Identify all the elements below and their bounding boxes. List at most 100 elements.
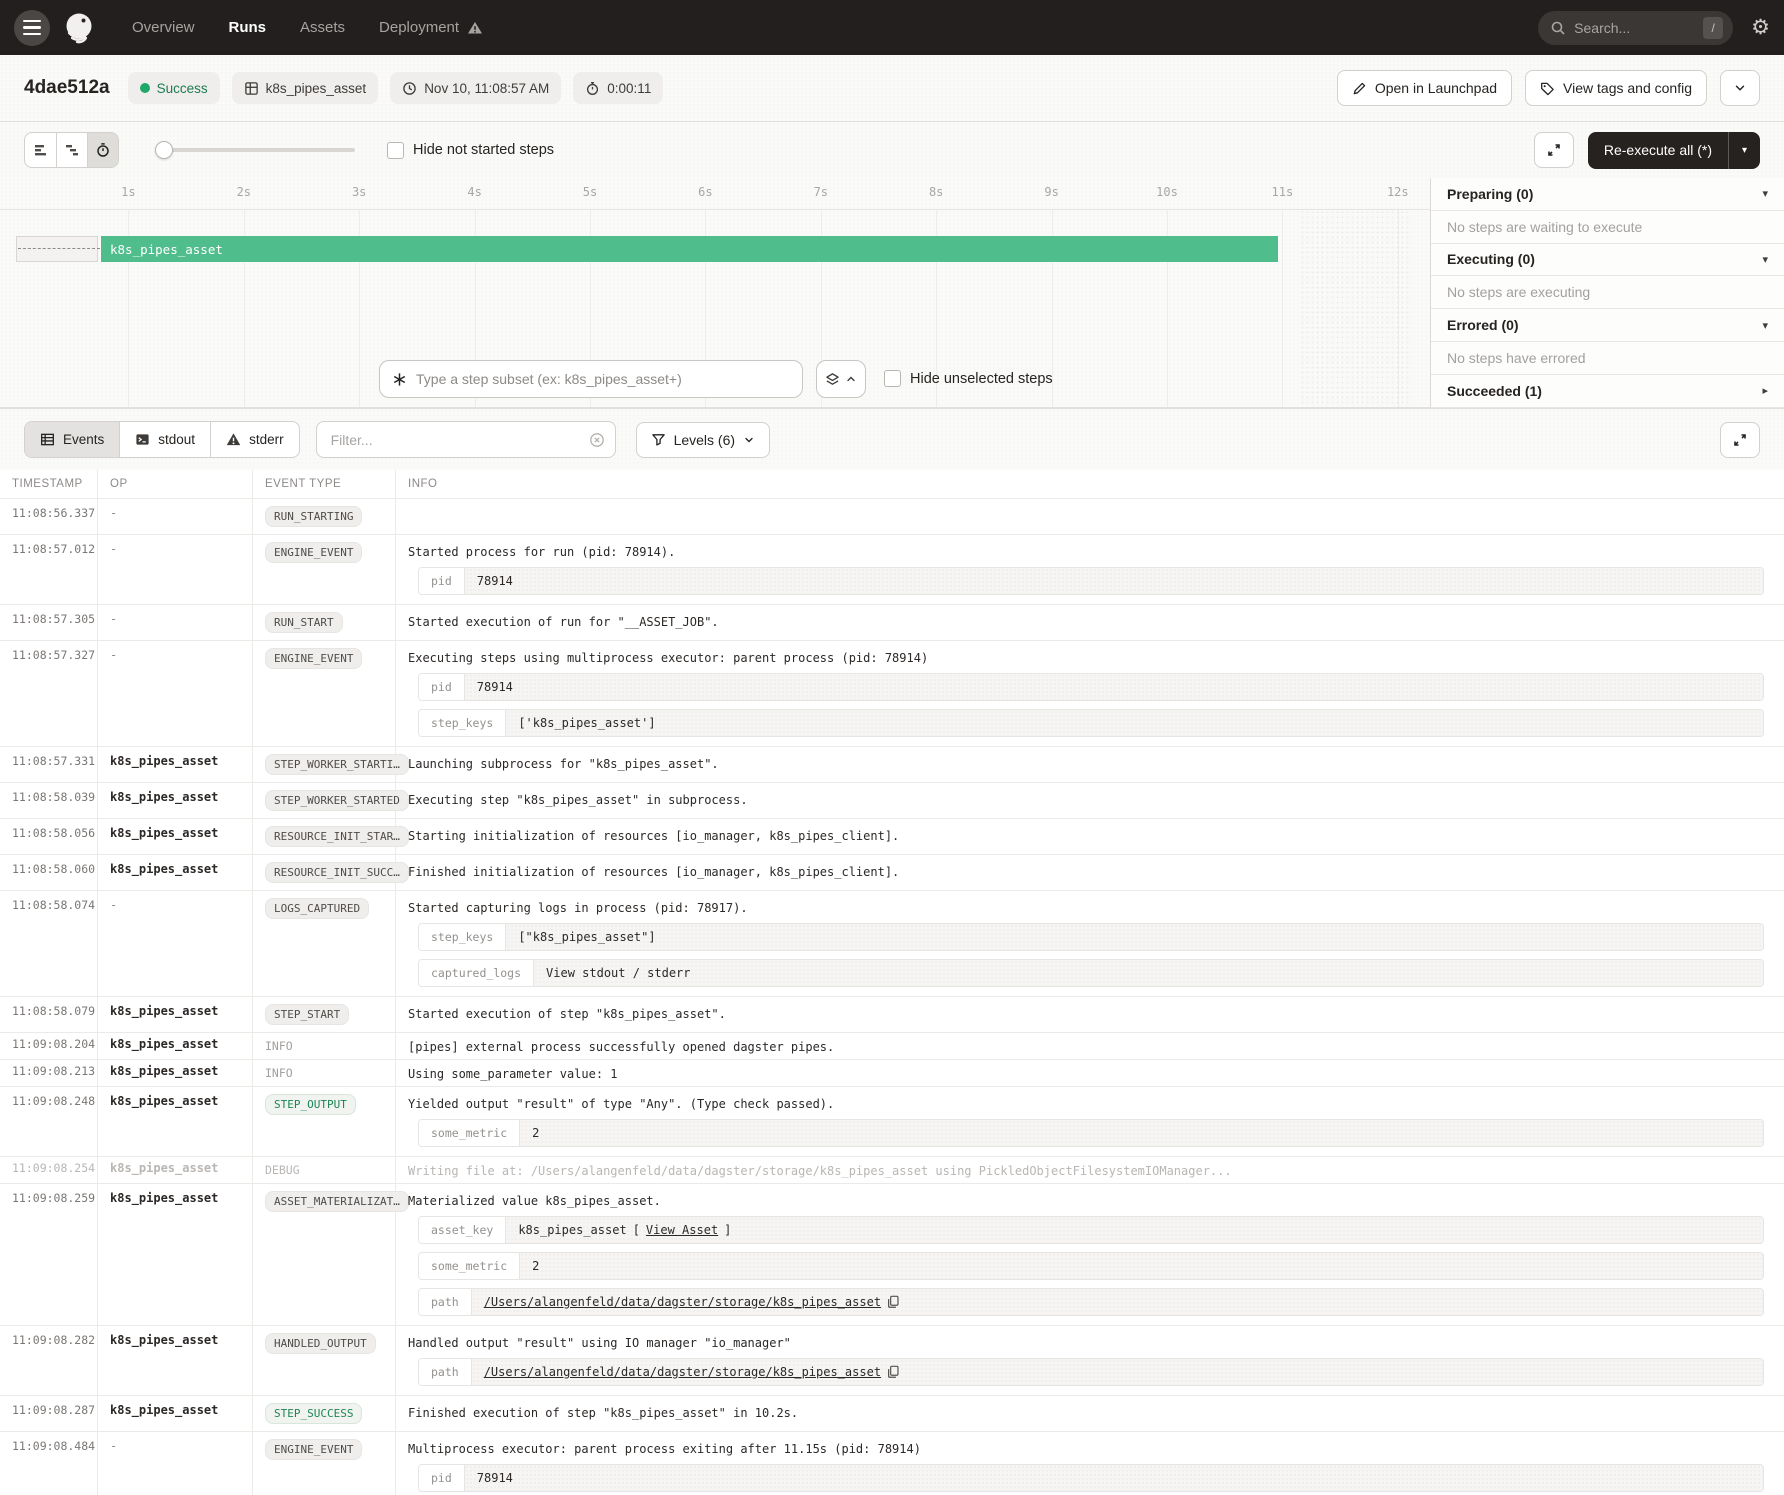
log-fullscreen-button[interactable] bbox=[1720, 421, 1760, 458]
menu-icon[interactable] bbox=[14, 9, 50, 46]
funnel-icon bbox=[651, 434, 665, 446]
log-event-type: INFO bbox=[253, 1033, 396, 1059]
event-type-badge: ENGINE_EVENT bbox=[265, 1439, 363, 1460]
nav-item-overview[interactable]: Overview bbox=[132, 19, 195, 36]
log-row[interactable]: 11:08:58.056 k8s_pipes_asset RESOURCE_IN… bbox=[0, 819, 1784, 855]
gantt-flat-view-icon[interactable] bbox=[25, 133, 56, 167]
log-row[interactable]: 11:09:08.484 - ENGINE_EVENT Multiprocess… bbox=[0, 1432, 1784, 1495]
log-row[interactable]: 11:08:58.060 k8s_pipes_asset RESOURCE_IN… bbox=[0, 855, 1784, 891]
log-row[interactable]: 11:08:57.327 - ENGINE_EVENT Executing st… bbox=[0, 641, 1784, 747]
gantt-step-bar[interactable]: k8s_pipes_asset bbox=[101, 236, 1278, 262]
run-header-more-button[interactable] bbox=[1720, 70, 1760, 106]
checkbox-icon[interactable] bbox=[884, 370, 901, 387]
metadata-entry: step_keys ["k8s_pipes_asset"] bbox=[418, 923, 1764, 951]
log-row[interactable]: 11:08:57.305 - RUN_START Started executi… bbox=[0, 605, 1784, 641]
log-row[interactable]: 11:08:56.337 - RUN_STARTING bbox=[0, 499, 1784, 535]
step-subset-inputwrap bbox=[379, 360, 803, 398]
gantt-zoom-slider[interactable] bbox=[155, 141, 355, 159]
levels-filter-button[interactable]: Levels (6) bbox=[635, 421, 771, 458]
dagster-logo-icon[interactable] bbox=[60, 9, 98, 47]
step-subset-input[interactable] bbox=[416, 371, 790, 387]
clear-filter-icon[interactable] bbox=[589, 432, 605, 448]
log-row[interactable]: 11:09:08.254 k8s_pipes_asset DEBUG Writi… bbox=[0, 1157, 1784, 1184]
metadata-key: path bbox=[419, 1359, 472, 1385]
panel-section-header-2[interactable]: Errored (0) ▾ bbox=[1431, 309, 1784, 342]
warning-icon bbox=[468, 21, 483, 33]
log-event-type: RESOURCE_INIT_SUCC… bbox=[253, 855, 409, 890]
log-info: Materialized value k8s_pipes_asset. asset… bbox=[396, 1184, 1784, 1325]
gantt-timed-view-icon[interactable] bbox=[87, 133, 118, 167]
log-info: [pipes] external process successfully op… bbox=[396, 1033, 1784, 1059]
metadata-link[interactable]: /Users/alangenfeld/data/dagster/storage/… bbox=[483, 1365, 882, 1379]
metadata-link[interactable]: /Users/alangenfeld/data/dagster/storage/… bbox=[483, 1295, 882, 1309]
hide-not-started-checkbox[interactable]: Hide not started steps bbox=[387, 141, 554, 159]
log-row[interactable]: 11:08:58.039 k8s_pipes_asset STEP_WORKER… bbox=[0, 783, 1784, 819]
tab-stdout[interactable]: stdout bbox=[119, 422, 210, 457]
metadata-key: pid bbox=[419, 568, 465, 594]
gear-icon[interactable]: ⚙ bbox=[1751, 16, 1770, 39]
log-timestamp: 11:08:58.074 bbox=[0, 891, 98, 996]
gantt-fullscreen-button[interactable] bbox=[1533, 132, 1574, 168]
metadata-key: some_metric bbox=[419, 1253, 521, 1279]
col-op: OP bbox=[98, 470, 253, 498]
log-timestamp: 11:08:58.079 bbox=[0, 997, 98, 1032]
reexecute-all-label[interactable]: Re-execute all (*) bbox=[1603, 142, 1712, 158]
log-timestamp: 11:08:57.327 bbox=[0, 641, 98, 746]
log-row[interactable]: 11:09:08.213 k8s_pipes_asset INFO Using … bbox=[0, 1060, 1784, 1087]
job-grid-icon bbox=[244, 81, 258, 95]
log-row[interactable]: 11:09:08.259 k8s_pipes_asset ASSET_MATER… bbox=[0, 1184, 1784, 1326]
open-launchpad-button[interactable]: Open in Launchpad bbox=[1336, 70, 1513, 106]
log-info: Launching subprocess for "k8s_pipes_asse… bbox=[396, 747, 1784, 782]
event-type-badge: DEBUG bbox=[265, 1163, 300, 1177]
metadata-entry: pid 78914 bbox=[418, 567, 1764, 595]
timeline-gridline bbox=[705, 210, 707, 407]
metadata-entry: step_keys ['k8s_pipes_asset'] bbox=[418, 709, 1764, 737]
gantt-timeline: 1s 2s 3s 4s 5s 6s 7s 8s 9s 10s 11s 12s bbox=[0, 178, 1430, 210]
log-row[interactable]: 11:09:08.282 k8s_pipes_asset HANDLED_OUT… bbox=[0, 1326, 1784, 1396]
log-info: Finished initialization of resources [io… bbox=[396, 855, 1784, 890]
metadata-entry: some_metric 2 bbox=[418, 1119, 1764, 1147]
search-input[interactable]: Search... / bbox=[1538, 10, 1734, 45]
job-pill[interactable]: k8s_pipes_asset bbox=[231, 72, 379, 104]
log-timestamp: 11:08:56.337 bbox=[0, 499, 98, 534]
metadata-link[interactable]: View Asset bbox=[645, 1223, 719, 1237]
log-row[interactable]: 11:08:57.012 - ENGINE_EVENT Started proc… bbox=[0, 535, 1784, 605]
panel-section-header-0[interactable]: Preparing (0) ▾ bbox=[1431, 178, 1784, 211]
log-row[interactable]: 11:09:08.287 k8s_pipes_asset STEP_SUCCES… bbox=[0, 1396, 1784, 1432]
tab-events[interactable]: Events bbox=[25, 422, 120, 457]
log-row[interactable]: 11:09:08.248 k8s_pipes_asset STEP_OUTPUT… bbox=[0, 1087, 1784, 1157]
copy-icon[interactable] bbox=[887, 1365, 900, 1379]
metadata-value: 78914 bbox=[464, 1465, 1763, 1491]
gantt-waterfall-view-icon[interactable] bbox=[56, 133, 87, 167]
hide-unselected-checkbox[interactable]: Hide unselected steps bbox=[884, 370, 1053, 387]
reexecute-dropdown-button[interactable]: ▾ bbox=[1728, 131, 1760, 169]
log-op: - bbox=[98, 641, 253, 746]
log-row[interactable]: 11:08:57.331 k8s_pipes_asset STEP_WORKER… bbox=[0, 747, 1784, 783]
nav-item-runs[interactable]: Runs bbox=[228, 19, 267, 36]
log-filter-input[interactable] bbox=[330, 431, 589, 448]
timeline-tick: 11s bbox=[1271, 185, 1294, 199]
log-event-type: ENGINE_EVENT bbox=[253, 535, 396, 604]
log-row[interactable]: 11:08:58.074 - LOGS_CAPTURED Started cap… bbox=[0, 891, 1784, 997]
log-row[interactable]: 11:09:08.204 k8s_pipes_asset INFO [pipes… bbox=[0, 1033, 1784, 1060]
expand-icon bbox=[1734, 433, 1746, 446]
step-query-options-button[interactable] bbox=[816, 360, 866, 398]
copy-icon[interactable] bbox=[887, 1295, 900, 1309]
metadata-key: some_metric bbox=[419, 1120, 521, 1146]
metadata-key: captured_logs bbox=[419, 960, 535, 986]
log-info-text: Finished execution of step "k8s_pipes_as… bbox=[408, 1406, 799, 1420]
log-row[interactable]: 11:08:58.079 k8s_pipes_asset STEP_START … bbox=[0, 997, 1784, 1033]
panel-section-header-1[interactable]: Executing (0) ▾ bbox=[1431, 244, 1784, 277]
panel-section-header-3[interactable]: Succeeded (1) ▸ bbox=[1431, 375, 1784, 408]
nav-item-deployment[interactable]: Deployment bbox=[379, 19, 483, 36]
tab-stderr[interactable]: stderr bbox=[210, 422, 299, 457]
timeline-tick: 1s bbox=[121, 185, 136, 199]
checkbox-icon[interactable] bbox=[387, 141, 404, 159]
slider-knob[interactable] bbox=[155, 141, 173, 159]
log-event-type: RUN_STARTING bbox=[253, 499, 396, 534]
log-event-type: ENGINE_EVENT bbox=[253, 641, 396, 746]
log-info-text: Starting initialization of resources [io… bbox=[408, 829, 900, 843]
reexecute-all-button: Re-execute all (*) ▾ bbox=[1587, 131, 1760, 169]
nav-item-assets[interactable]: Assets bbox=[300, 19, 346, 36]
view-tags-config-button[interactable]: View tags and config bbox=[1525, 70, 1707, 106]
